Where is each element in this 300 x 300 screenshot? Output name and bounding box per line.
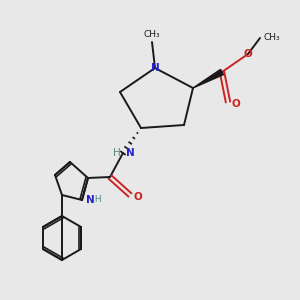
Text: O: O bbox=[232, 99, 241, 109]
Text: H: H bbox=[113, 148, 121, 158]
Text: N: N bbox=[126, 148, 135, 158]
Text: O: O bbox=[134, 192, 143, 202]
Text: O: O bbox=[244, 49, 252, 59]
Text: N: N bbox=[86, 195, 95, 205]
Text: CH₃: CH₃ bbox=[263, 34, 280, 43]
Text: ·H: ·H bbox=[92, 196, 102, 205]
Text: CH₃: CH₃ bbox=[144, 30, 160, 39]
Polygon shape bbox=[193, 69, 224, 88]
Text: N: N bbox=[151, 63, 159, 73]
